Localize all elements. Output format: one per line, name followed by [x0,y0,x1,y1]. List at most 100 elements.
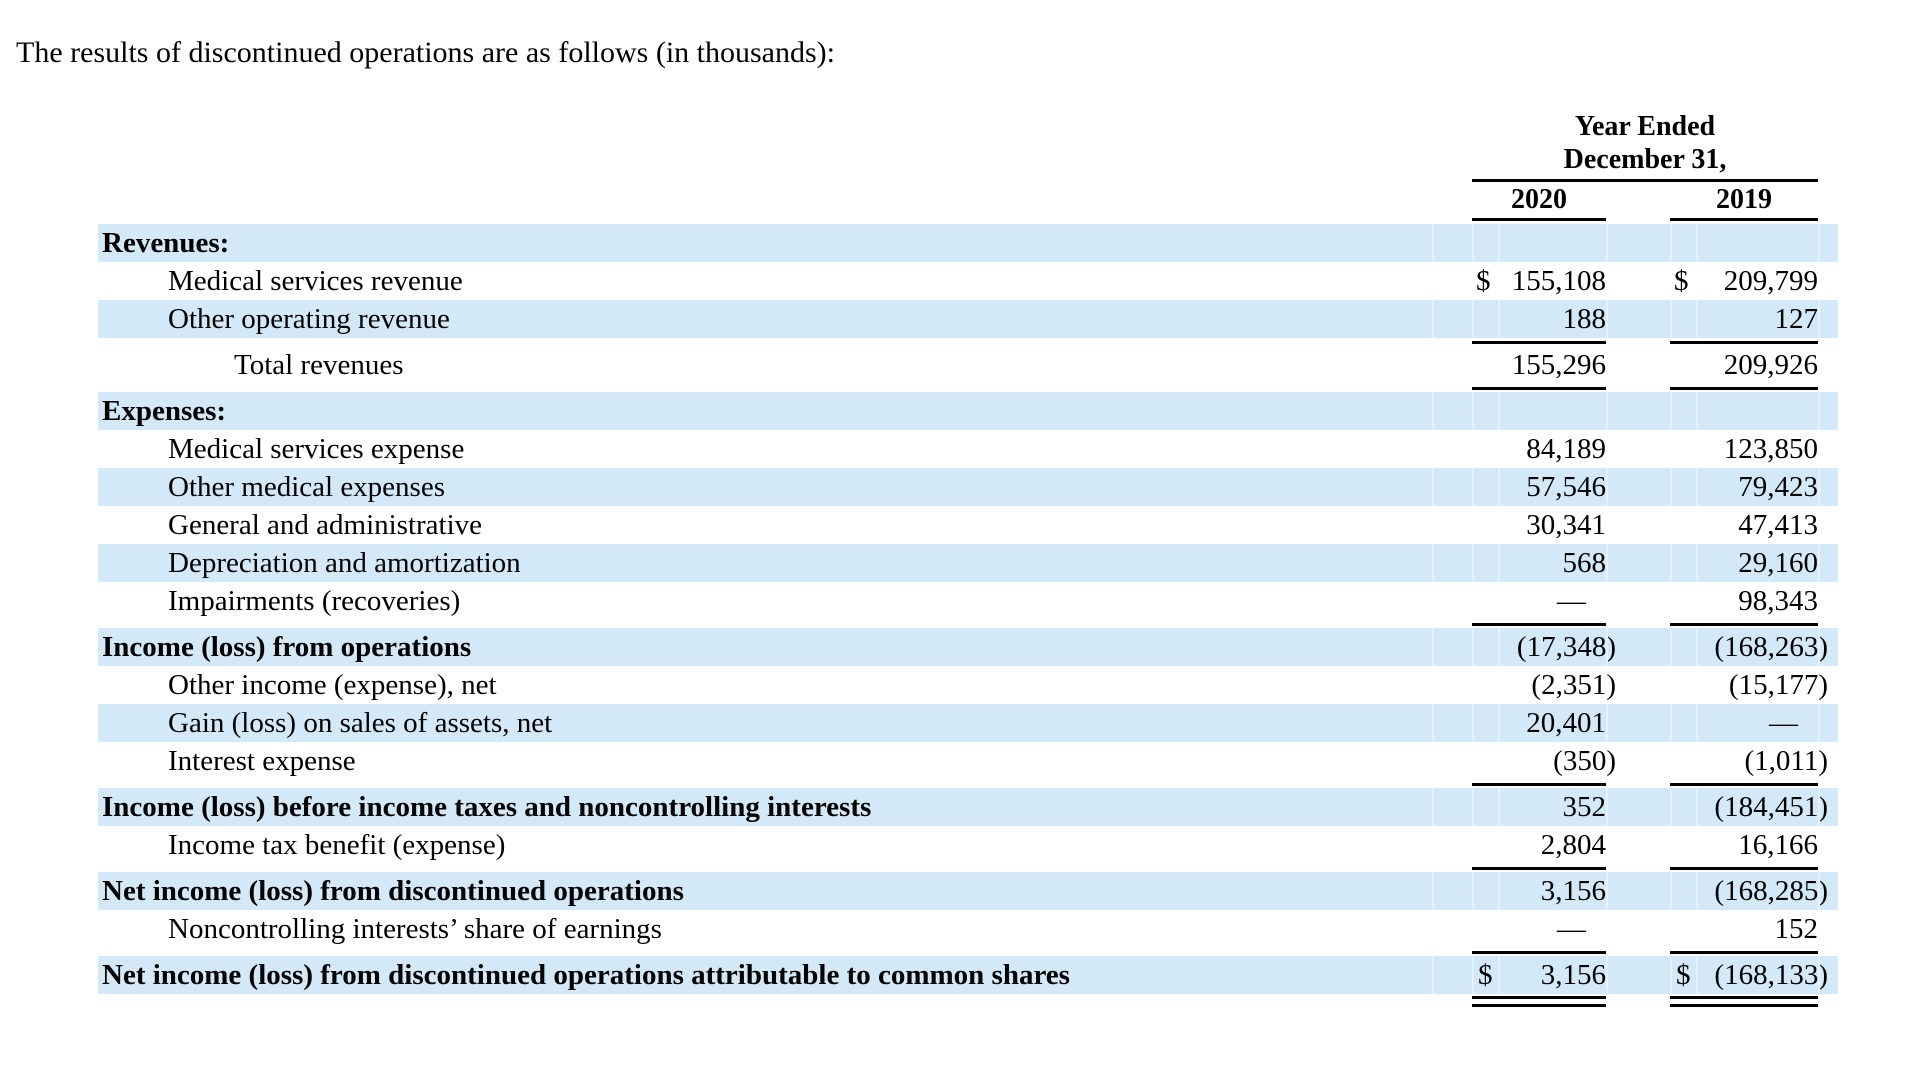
column-gap [1606,704,1670,742]
row-right-pad [1818,956,1838,994]
dollar-sign-2020 [1472,300,1498,338]
single-rule-row [98,338,1838,346]
rule-spacer [1432,994,1472,1010]
value-2020: 155,108 [1498,262,1606,300]
column-gap [1432,430,1472,468]
column-gap [1432,704,1472,742]
rule-spacer [98,384,1432,392]
row-right-pad [1818,262,1838,300]
rule-spacer [98,780,1432,788]
header-spacer [98,184,1432,221]
rule-spacer [1818,864,1838,872]
rule-spacer [1606,864,1670,872]
table-row: Medical services expense 84,189 123,850 [98,430,1838,468]
rule-spacer [1606,994,1670,1010]
value-2020: 30,341 [1498,506,1606,544]
rule-spacer [1606,338,1670,346]
value-2019: 123,850 [1696,430,1818,468]
dollar-sign-2019 [1670,872,1696,910]
dollar-sign-2020 [1472,872,1498,910]
single-rule-row [98,780,1838,788]
table-row: Noncontrolling interests’ share of earni… [98,910,1838,948]
dollar-sign-2019 [1670,582,1696,620]
column-gap [1432,346,1472,384]
table-row: Interest expense (350) (1,011) [98,742,1838,780]
value-2019: 209,926 [1696,346,1818,384]
value-2020-text: 155,108 [1511,265,1606,297]
column-gap [1432,392,1472,430]
row-right-pad [1818,788,1838,826]
row-label: Medical services revenue [168,265,463,297]
value-2019: (1,011) [1696,742,1829,780]
table-row: Expenses: [98,392,1838,430]
value-2019-text: 29,160 [1738,547,1818,579]
period-line-1: Year Ended [1574,111,1716,142]
value-2019-text: 47,413 [1738,509,1818,541]
single-rule-row [98,864,1838,872]
value-2020-text: 2,804 [1540,829,1606,861]
column-gap [1432,826,1472,864]
value-2019: (168,133) [1696,956,1828,994]
discontinued-operations-table: Year Ended December 31, 2020 2019 Revenu… [98,110,1838,1010]
value-2019-text: (168,285) [1714,875,1828,907]
single-rule-row [98,948,1838,956]
row-label: Impairments (recoveries) [168,585,461,617]
column-gap [1432,582,1472,620]
dollar-sign-2020 [1472,704,1498,742]
dollar-sign-2020: $ [1476,265,1491,297]
value-2019: 98,343 [1696,582,1818,620]
dollar-sign-2019 [1670,788,1696,826]
value-2020-text: (350) [1553,745,1616,777]
column-gap [1606,582,1670,620]
value-2020: — [1498,582,1606,620]
row-label: Income (loss) from operations [102,631,472,663]
row-right-pad [1818,224,1838,262]
table-row: Medical services revenue $155,108 $209,799 [98,262,1838,300]
dollar-sign-2019 [1670,468,1696,506]
rule-spacer [1606,620,1670,628]
column-gap [1606,628,1670,666]
value-2020-text: — [1557,913,1586,945]
dollar-sign-2019 [1670,666,1696,704]
header-right-pad [1818,110,1838,182]
period-header-group: Year Ended December 31, [1472,110,1818,182]
value-2020: 568 [1498,544,1606,582]
column-gap [1606,392,1670,430]
value-2019: 79,423 [1696,468,1818,506]
rule-2020 [1472,867,1606,870]
column-gap [1606,826,1670,864]
column-gap [1606,506,1670,544]
value-2019-text: (168,263) [1714,631,1828,663]
row-right-pad [1818,742,1838,780]
value-2020-text: (2,351) [1531,669,1616,701]
dollar-sign-2020 [1472,582,1498,620]
value-2019-text: 152 [1774,913,1819,945]
value-2019-text: 123,850 [1723,433,1818,465]
row-right-pad [1818,582,1838,620]
row-label: Other operating revenue [168,303,450,335]
value-2019-text: 98,343 [1738,585,1818,617]
intro-text: The results of discontinued operations a… [16,36,835,69]
value-2019-text: 16,166 [1738,829,1818,861]
header-gap [1606,184,1670,221]
dollar-sign-2019 [1670,224,1696,262]
row-label: General and administrative [168,509,483,541]
value-2020: 3,156 [1498,872,1606,910]
column-gap [1606,544,1670,582]
rule-2019 [1670,387,1818,390]
value-2020-text: — [1557,585,1586,617]
rule-spacer [1432,864,1472,872]
dollar-sign-2020 [1472,506,1498,544]
dollar-sign-2019 [1670,506,1696,544]
table-row: Net income (loss) from discontinued oper… [98,872,1838,910]
table-row: Revenues: [98,224,1838,262]
value-2020-text: 3,156 [1540,959,1606,991]
dollar-sign-2019: $ [1674,265,1689,297]
rule-spacer [98,620,1432,628]
column-gap [1432,506,1472,544]
dollar-sign-2020 [1472,430,1498,468]
table-row: Gain (loss) on sales of assets, net 20,40… [98,704,1838,742]
column-gap [1432,742,1472,780]
table-row: Total revenues 155,296 209,926 [98,346,1838,384]
value-2019 [1696,224,1818,262]
